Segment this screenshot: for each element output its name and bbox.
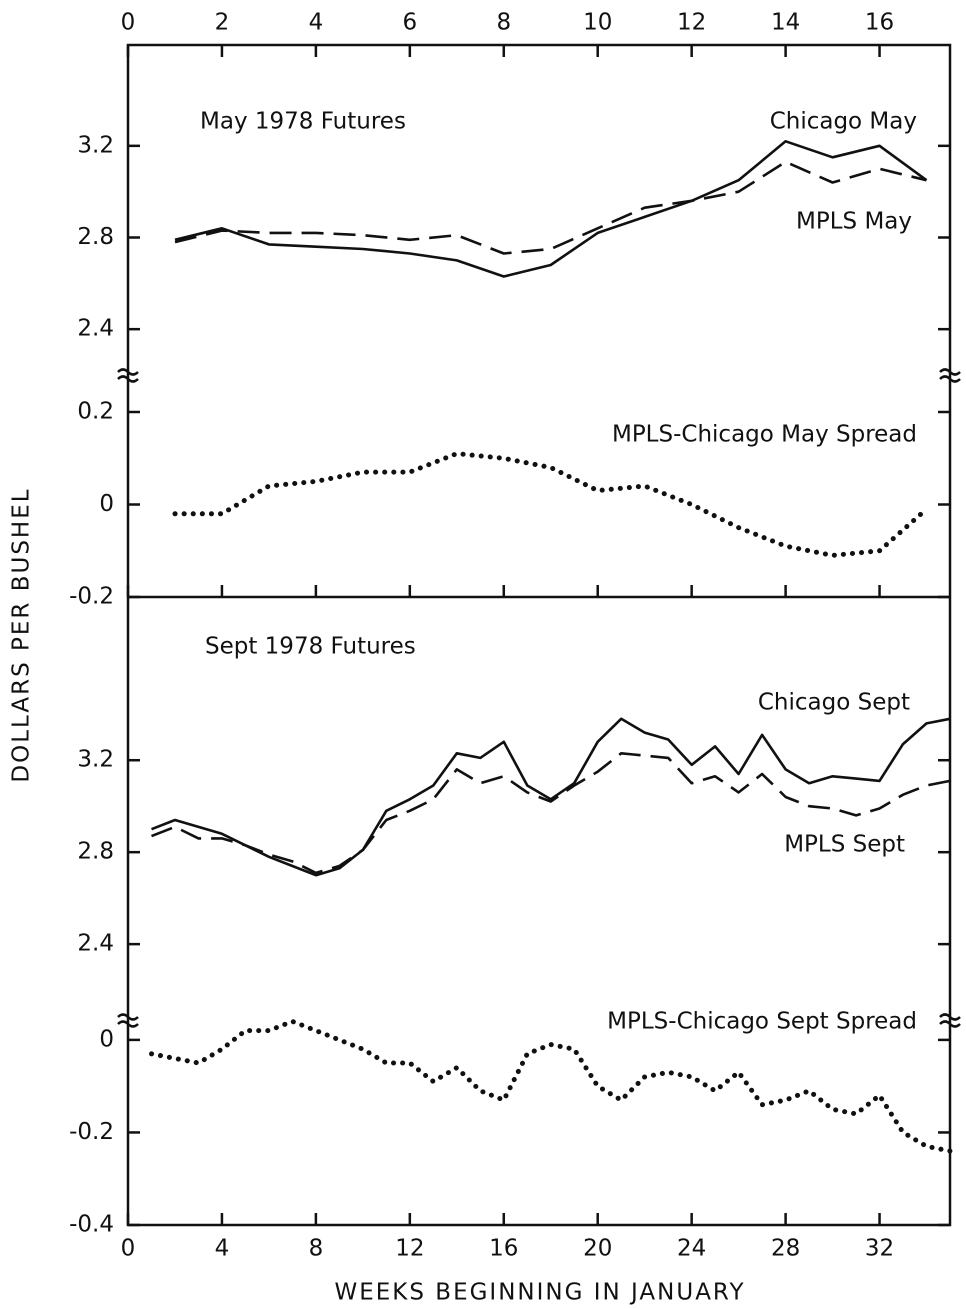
frame	[126, 43, 952, 1227]
series-line	[174, 160, 927, 255]
x-tick-label: 4	[309, 10, 324, 36]
y-tick-label: 3.2	[77, 132, 114, 158]
series-line	[151, 717, 951, 877]
x-tick-label: 6	[403, 10, 418, 36]
series-line	[174, 140, 928, 278]
y-tick-label: 3.2	[77, 747, 114, 773]
x-tick-label: 12	[395, 1236, 424, 1262]
x-tick-label: 28	[771, 1236, 800, 1262]
series-label: Chicago Sept	[758, 690, 910, 716]
x-tick-label: 0	[121, 1236, 136, 1262]
y-tick-label: 2.4	[77, 316, 114, 342]
x-tick-label: 0	[121, 10, 136, 36]
y-tick-label: 0	[99, 1026, 114, 1052]
y-tick-label: 2.8	[77, 839, 114, 865]
y-tick-label: -0.2	[69, 584, 114, 610]
y-tick-label: 0	[99, 491, 114, 517]
x-tick-label: 14	[771, 10, 800, 36]
y-tick-label: 2.8	[77, 224, 114, 250]
series-label: MPLS May	[796, 209, 912, 235]
series-line	[151, 752, 951, 875]
series-line	[172, 451, 929, 558]
x-tick-label: 12	[677, 10, 706, 36]
y-tick-label: 2.4	[77, 931, 114, 957]
x-tick-label: 24	[677, 1236, 706, 1262]
series-label: MPLS-Chicago Sept Spread	[607, 1009, 917, 1035]
x-tick-label: 10	[583, 10, 612, 36]
x-tick-label: 16	[489, 1236, 518, 1262]
x-tick-label: 16	[865, 10, 894, 36]
axis-break	[117, 368, 961, 1028]
x-axis-label: WEEKS BEGINNING IN JANUARY	[335, 1280, 746, 1306]
y-tick-label: -0.4	[69, 1212, 114, 1238]
series-label: Chicago May	[770, 109, 917, 135]
series-label: MPLS Sept	[784, 832, 905, 858]
panel-title: May 1978 Futures	[200, 109, 406, 135]
x-tick-label: 32	[865, 1236, 894, 1262]
series-label: MPLS-Chicago May Spread	[612, 422, 917, 448]
x-tick-label: 20	[583, 1236, 612, 1262]
panel-title: Sept 1978 Futures	[205, 634, 416, 660]
x-tick-label: 4	[215, 1236, 230, 1262]
y-axis-label: DOLLARS PER BUSHEL	[9, 487, 35, 782]
series-line	[149, 1018, 953, 1154]
y-tick-label: -0.2	[69, 1119, 114, 1145]
y-tick-label: 0.2	[77, 399, 114, 425]
x-tick-label: 2	[215, 10, 230, 36]
x-tick-label: 8	[496, 10, 511, 36]
x-tick-label: 8	[309, 1236, 324, 1262]
